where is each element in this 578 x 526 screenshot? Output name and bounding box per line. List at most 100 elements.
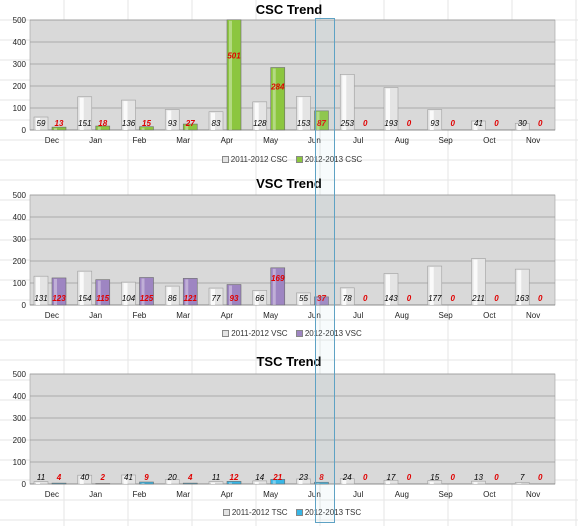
bar-highlight (386, 88, 390, 130)
data-label-2011-2012: 211 (471, 294, 485, 303)
bar-2011-2012 (514, 123, 530, 131)
legend-label: 2011-2012 TSC (231, 508, 288, 517)
data-label-2011-2012: 83 (212, 119, 221, 128)
x-tick-label: Nov (526, 490, 540, 499)
bar-highlight (123, 283, 128, 305)
x-tick-label: Sep (439, 136, 454, 145)
data-label-2011-2012: 20 (167, 473, 177, 482)
bar-highlight (342, 479, 347, 484)
bar-highlight (79, 476, 84, 484)
data-label-2012-2013: 8 (319, 473, 324, 482)
y-tick-label: 200 (13, 436, 27, 445)
legend-item: 2011-2012 TSC (217, 508, 288, 517)
legend-item: 2012-2013 CSC (290, 155, 362, 164)
x-tick-label: Apr (221, 311, 234, 320)
bar-highlight (167, 110, 172, 130)
bar-highlight (211, 289, 215, 305)
legend-item: 2012-2013 VSC (290, 329, 362, 338)
x-tick-label: Jul (353, 490, 363, 499)
data-label-2012-2013: 0 (407, 294, 412, 303)
y-tick-label: 400 (13, 213, 27, 222)
bar-highlight (429, 110, 434, 130)
data-label-2011-2012: 104 (122, 294, 136, 303)
bar-highlight (123, 101, 128, 130)
bar-highlight (517, 124, 522, 130)
data-label-2011-2012: 93 (430, 119, 439, 128)
bar-2012-2013 (182, 278, 198, 306)
bar-highlight (517, 483, 522, 484)
bar-2012-2013 (182, 123, 198, 131)
x-tick-label: Jan (89, 311, 102, 320)
data-label-2012-2013: 4 (187, 473, 193, 482)
data-label-2011-2012: 7 (520, 473, 525, 482)
legend-key-2012 (295, 330, 303, 338)
x-tick-label: May (263, 136, 278, 145)
legend-key-2011 (222, 509, 230, 517)
data-label-2011-2012: 177 (428, 294, 442, 303)
bar-2012-2013 (226, 481, 242, 485)
data-label-2012-2013: 18 (98, 119, 107, 128)
data-label-2012-2013: 0 (538, 119, 543, 128)
x-tick-label: Jul (353, 136, 363, 145)
bar-highlight (54, 278, 57, 305)
data-label-2012-2013: 21 (272, 473, 282, 482)
bar-2011-2012 (33, 481, 49, 485)
bar-highlight (342, 75, 347, 130)
x-tick-label: Apr (221, 490, 234, 499)
x-tick-label: Jun (308, 311, 321, 320)
bar-highlight (272, 68, 276, 130)
bar-highlight (254, 291, 259, 305)
data-label-2011-2012: 23 (298, 473, 308, 482)
data-label-2012-2013: 0 (538, 294, 543, 303)
bar-highlight (429, 481, 434, 484)
bar-2012-2013 (270, 479, 286, 485)
y-tick-label: 100 (13, 279, 27, 288)
chart-legend: 2011-2012 VSC 2012-2013 VSC (0, 329, 578, 338)
data-label-2012-2013: 12 (230, 473, 239, 482)
data-label-2011-2012: 128 (253, 119, 267, 128)
bar-highlight (141, 483, 145, 484)
plot-area (29, 373, 556, 485)
bar-2012-2013 (314, 110, 329, 131)
y-tick-label: 500 (13, 16, 27, 25)
y-tick-label: 200 (13, 82, 27, 91)
data-label-2011-2012: 17 (387, 473, 396, 482)
bar-highlight (272, 268, 276, 305)
bar-2012-2013 (139, 277, 154, 306)
y-tick-label: 400 (13, 38, 27, 47)
x-tick-label: Feb (132, 490, 146, 499)
x-tick-label: Dec (45, 490, 59, 499)
x-tick-label: Jan (89, 490, 102, 499)
x-tick-label: Mar (176, 311, 190, 320)
bar-highlight (316, 297, 320, 305)
bar-highlight (123, 475, 128, 484)
x-tick-label: Sep (439, 490, 454, 499)
bar-highlight (316, 483, 320, 484)
legend-item: 2011-2012 CSC (216, 155, 288, 164)
bar-2011-2012 (383, 479, 399, 485)
data-label-2011-2012: 136 (122, 119, 136, 128)
data-label-2011-2012: 131 (34, 294, 47, 303)
data-label-2011-2012: 193 (384, 119, 398, 128)
bar-2012-2013 (314, 481, 329, 485)
bar-highlight (141, 278, 145, 305)
x-tick-label: Jun (308, 136, 321, 145)
data-label-2011-2012: 11 (212, 473, 220, 482)
legend-label: 2012-2013 CSC (304, 155, 363, 164)
data-label-2012-2013: 9 (144, 473, 149, 482)
legend-item: 2011-2012 VSC (216, 329, 288, 338)
data-label-2011-2012: 13 (474, 473, 483, 482)
x-tick-label: Aug (395, 136, 409, 145)
bar-highlight (167, 480, 172, 484)
y-tick-label: 100 (13, 458, 27, 467)
bar-highlight (473, 121, 478, 130)
y-tick-label: 300 (13, 414, 27, 423)
chart-legend: 2011-2012 CSC 2012-2013 CSC (0, 155, 578, 164)
data-label-2011-2012: 14 (255, 473, 264, 482)
selected-column-highlight[interactable] (315, 18, 335, 523)
bar-highlight (298, 479, 303, 484)
data-label-2012-2013: 15 (142, 119, 151, 128)
bar-2011-2012 (296, 478, 311, 485)
data-label-2011-2012: 154 (78, 294, 92, 303)
x-tick-label: Jan (89, 136, 102, 145)
